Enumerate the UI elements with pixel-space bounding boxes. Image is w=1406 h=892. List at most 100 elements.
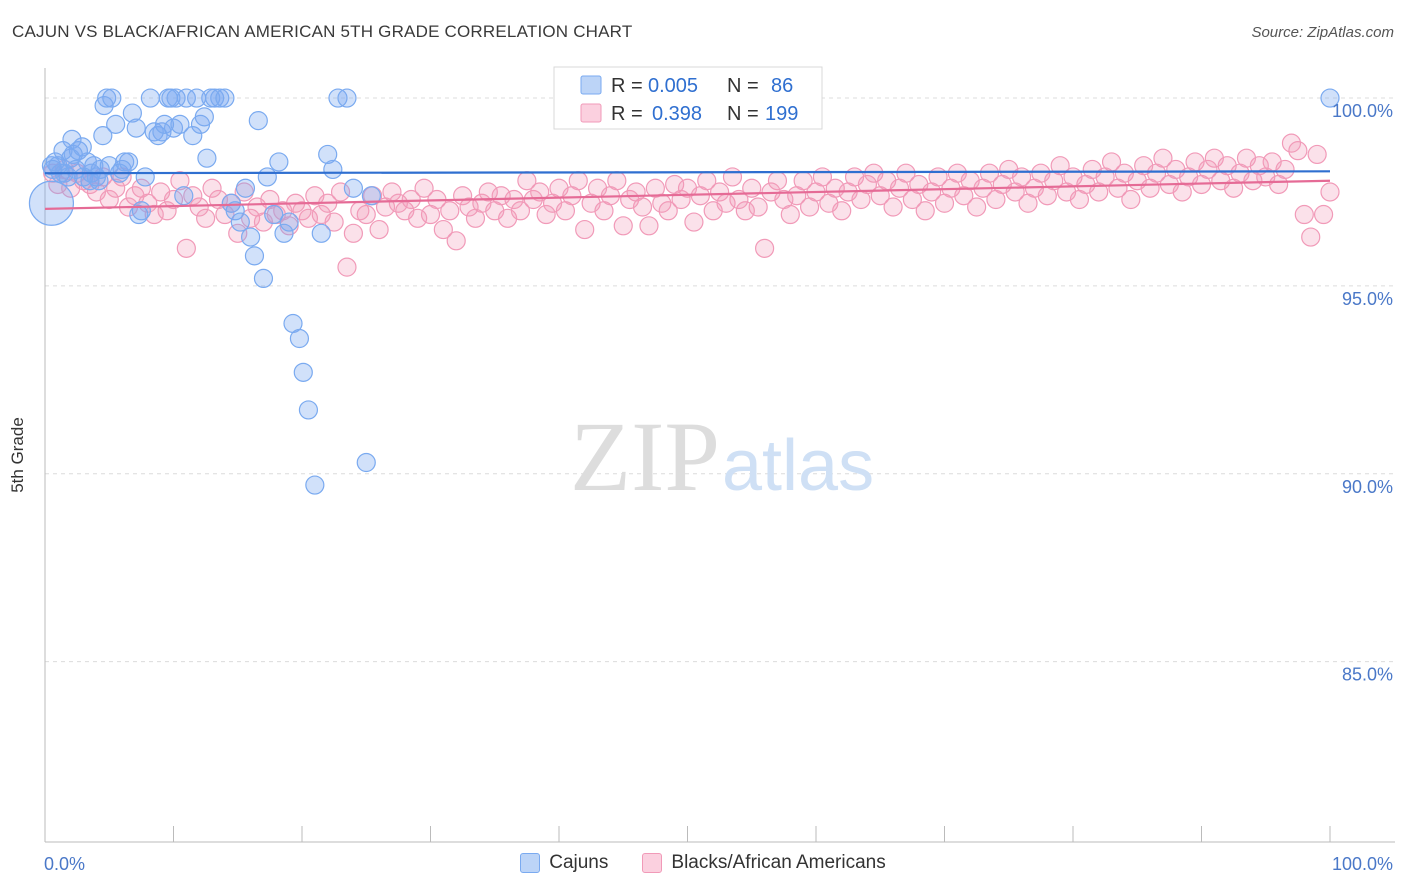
point-cajuns — [99, 156, 119, 176]
point-cajuns — [152, 122, 172, 142]
point-cajuns — [140, 88, 160, 108]
point-cajuns — [170, 114, 190, 134]
point-blacks — [832, 201, 852, 221]
point-cajuns — [197, 148, 217, 168]
legend-r-value-2: 0.398 — [652, 103, 702, 125]
point-blacks — [735, 201, 755, 221]
point-cajuns — [356, 452, 376, 473]
point-cajuns — [253, 268, 274, 289]
point-blacks — [202, 178, 222, 198]
point-blacks — [1320, 182, 1340, 202]
swatch-cajuns — [520, 853, 541, 873]
legend-label-cajuns: Cajuns — [549, 852, 609, 873]
legend-n-value-2: 199 — [765, 103, 798, 125]
point-blacks — [170, 171, 190, 191]
point-blacks — [979, 163, 1000, 183]
legend-n-label-1: N = — [727, 75, 759, 97]
point-cajuns — [279, 212, 299, 232]
point-blacks — [324, 212, 344, 232]
point-cajuns — [93, 126, 113, 146]
legend-box: R = 0.005 N = 86 R = 0.398 N = 199 — [553, 66, 823, 130]
point-blacks — [1121, 189, 1141, 210]
point-cajuns — [194, 107, 214, 127]
trend-line-blacks — [44, 179, 1331, 210]
point-cajuns — [264, 204, 284, 225]
point-cajuns — [122, 103, 142, 123]
point-blacks — [388, 193, 408, 213]
point-cajuns — [337, 88, 357, 108]
point-cajuns — [28, 180, 75, 226]
point-cajuns — [72, 137, 92, 157]
legend-r-label-2: R = — [611, 103, 643, 125]
y-tick-label: 90.0% — [1342, 477, 1393, 497]
point-blacks — [658, 201, 678, 221]
point-blacks — [1198, 159, 1218, 180]
point-blacks — [575, 219, 595, 240]
point-blacks — [1307, 144, 1327, 165]
point-cajuns — [311, 223, 331, 243]
point-cajuns — [62, 129, 82, 149]
y-tick-labels: 100.0% 95.0% 90.0% 85.0% — [1332, 101, 1393, 685]
point-blacks — [722, 167, 743, 187]
legend-item-cajuns[interactable]: Cajuns — [520, 852, 608, 874]
point-cajuns — [210, 88, 230, 108]
point-cajuns — [161, 88, 181, 108]
legend-r-value-1: 0.005 — [648, 75, 698, 97]
point-cajuns — [176, 88, 196, 108]
trend-line-cajuns — [44, 170, 1331, 175]
point-cajuns — [305, 475, 325, 495]
point-blacks — [568, 171, 588, 191]
point-blacks — [298, 208, 319, 228]
point-blacks — [684, 212, 704, 232]
point-blacks — [748, 197, 768, 217]
point-cajuns — [235, 178, 256, 198]
point-blacks — [896, 163, 916, 183]
point-blacks — [241, 208, 261, 228]
x-tick-label-min: 0.0% — [44, 854, 85, 874]
point-cajuns — [225, 201, 245, 221]
point-cajuns — [131, 201, 151, 221]
point-blacks — [478, 182, 498, 202]
point-blacks — [446, 231, 466, 251]
axes — [44, 68, 1395, 843]
point-blacks — [491, 186, 511, 206]
source-note: Source: ZipAtlas.com — [1251, 24, 1394, 41]
point-blacks — [369, 219, 389, 240]
point-cajuns — [248, 111, 268, 131]
point-cajuns — [293, 362, 313, 382]
watermark-zip: ZIP — [570, 401, 720, 512]
point-blacks — [440, 201, 460, 221]
legend-n-label-2: N = — [727, 103, 759, 125]
point-blacks — [1249, 156, 1269, 176]
point-cajuns — [174, 186, 194, 206]
point-blacks — [1153, 148, 1173, 168]
series-cajuns-points — [28, 88, 1340, 495]
point-blacks — [729, 189, 749, 210]
point-blacks — [106, 178, 126, 198]
point-blacks — [1313, 204, 1334, 225]
point-blacks — [510, 201, 531, 221]
point-blacks — [196, 208, 216, 228]
legend-item-blacks[interactable]: Blacks/African Americans — [642, 852, 886, 874]
point-blacks — [1288, 141, 1308, 161]
point-blacks — [163, 189, 184, 210]
point-cajuns — [323, 159, 343, 180]
bottom-legend: Cajuns Blacks/African Americans — [0, 852, 1406, 874]
point-blacks — [536, 204, 556, 225]
point-cajuns — [244, 246, 265, 266]
point-blacks — [433, 219, 453, 240]
chart-title: CAJUN VS BLACK/AFRICAN AMERICAN 5TH GRAD… — [12, 22, 633, 41]
point-blacks — [1281, 133, 1302, 153]
point-blacks — [967, 197, 987, 217]
point-blacks — [408, 208, 428, 228]
point-blacks — [915, 201, 935, 221]
point-blacks — [401, 189, 421, 210]
point-cajuns — [148, 126, 168, 146]
point-cajuns — [274, 223, 294, 243]
point-blacks — [356, 204, 376, 225]
point-blacks — [767, 171, 788, 191]
point-cajuns — [298, 400, 319, 420]
point-blacks — [780, 204, 800, 225]
point-blacks — [883, 197, 903, 217]
